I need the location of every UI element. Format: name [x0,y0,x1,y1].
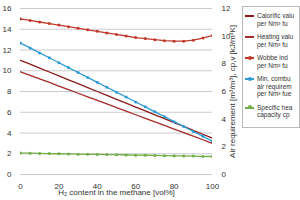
svg-text:0: 0 [222,170,227,179]
svg-text:6: 6 [7,108,12,117]
svg-text:2: 2 [7,149,12,158]
svg-text:4: 4 [222,115,227,124]
svg-text:8: 8 [222,59,227,68]
svg-text:14: 14 [3,25,12,34]
html-text:Wobbe ind per Nm³ fu: Wobbe ind per Nm³ fu [257,54,288,69]
html-text:Calorific valu per Nm³ fu: Calorific valu per Nm³ fu [257,12,295,27]
svg-text:8: 8 [7,87,12,96]
html-text:Min. combu air requirem per Nm: Min. combu air requirem per Nm³ fue [257,75,292,97]
svg-text:0: 0 [7,170,12,179]
html-text:Heating valu per Nm³ fu: Heating valu per Nm³ fu [257,33,294,48]
svg-text:2: 2 [222,142,227,151]
html-text:Specific hea capacity cp: Specific hea capacity cp [257,103,293,118]
svg-text:12: 12 [222,4,231,13]
svg-text:10: 10 [221,31,231,41]
svg-text:10: 10 [3,66,12,75]
svg-text:Air requirement [m³/m³], cp,v: Air requirement [m³/m³], cp,v [kJ/m³K] [228,25,237,158]
svg-text:4: 4 [7,129,12,138]
svg-text:6: 6 [222,87,227,96]
svg-text:100: 100 [206,182,220,191]
svg-text:0: 0 [18,182,23,191]
svg-text:16: 16 [3,4,12,13]
svg-text:12: 12 [3,46,12,55]
svg-text:H₂ content in the methane [vol: H₂ content in the methane [vol%] [58,188,175,197]
